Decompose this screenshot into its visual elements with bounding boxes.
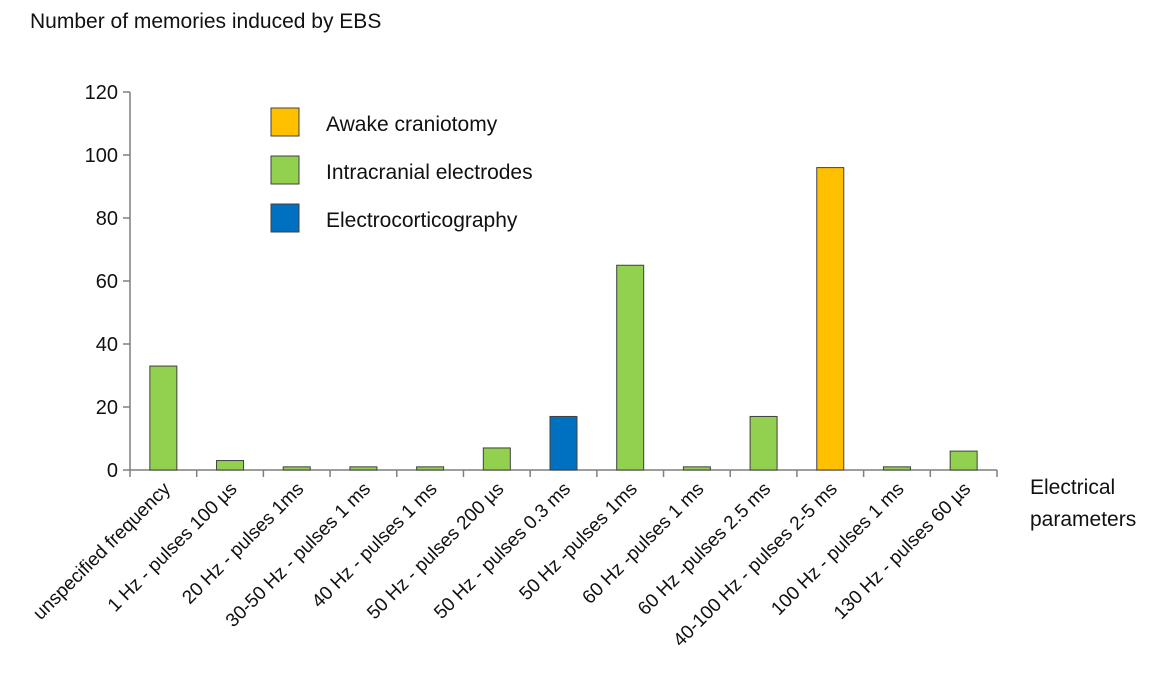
bar <box>682 466 711 471</box>
bar <box>416 466 445 471</box>
x-tick-label: 100 Hz - pulses 1 ms <box>767 479 908 620</box>
y-tick-label: 20 <box>96 397 118 419</box>
bar <box>482 447 511 471</box>
bar <box>282 466 311 471</box>
legend-label: Awake craniotomy <box>326 113 498 136</box>
legend: Awake craniotomy Intracranial electrodes E… <box>270 107 533 233</box>
bar <box>549 415 578 471</box>
bar <box>949 450 978 471</box>
bar <box>216 460 245 471</box>
x-axis-title: Electrical parameters <box>1030 472 1136 536</box>
x-tick-label: 50 Hz -pulses 1ms <box>516 479 642 605</box>
y-tick-label: 40 <box>96 334 118 356</box>
bars <box>149 167 978 471</box>
x-axis-title-line: parameters <box>1030 508 1137 531</box>
y-axis-title-text: Number of memories induced by EBS <box>30 10 382 33</box>
bar <box>149 365 178 471</box>
x-axis-title-line: Electrical <box>1030 476 1116 499</box>
y-axis-title: Number of memories induced by EBS <box>30 6 381 38</box>
legend-label: Electrocorticography <box>326 209 518 232</box>
x-tick-label: 130 Hz - pulses 60 µs <box>830 479 975 624</box>
x-tick-label: 60 Hz -pulses 2.5 ms <box>634 479 775 620</box>
legend-label: Intracranial electrodes <box>326 161 533 184</box>
y-tick-label: 0 <box>107 460 118 482</box>
legend-swatch <box>270 203 300 233</box>
bar <box>882 466 911 471</box>
y-ticks: 0 20 40 60 80 100 120 <box>85 82 130 482</box>
y-tick-label: 120 <box>85 82 118 104</box>
x-axis-title-text: Electrical parameters <box>1030 472 1136 536</box>
bar <box>616 264 645 471</box>
x-tick-label: 60 Hz -pulses 1 ms <box>579 479 709 609</box>
x-tick-label: 40 Hz - pulses 1 ms <box>308 479 442 613</box>
y-tick-label: 60 <box>96 271 118 293</box>
y-tick-label: 80 <box>96 208 118 230</box>
legend-swatch <box>270 107 300 137</box>
y-tick-label: 100 <box>85 145 118 167</box>
x-tick-label: 1 Hz - pulses 100 µs <box>104 479 242 617</box>
bar <box>816 167 845 471</box>
bar <box>749 415 778 471</box>
legend-swatch <box>270 155 300 185</box>
x-tick-label: 20 Hz - pulses 1ms <box>178 479 308 609</box>
bar <box>349 466 378 471</box>
axes <box>129 92 997 471</box>
